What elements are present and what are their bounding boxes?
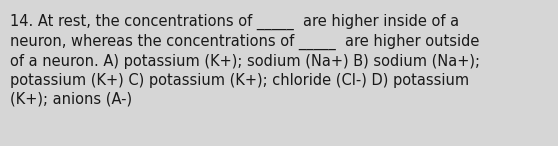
Text: 14. At rest, the concentrations of _____  are higher inside of a
neuron, whereas: 14. At rest, the concentrations of _____… [10, 14, 480, 107]
